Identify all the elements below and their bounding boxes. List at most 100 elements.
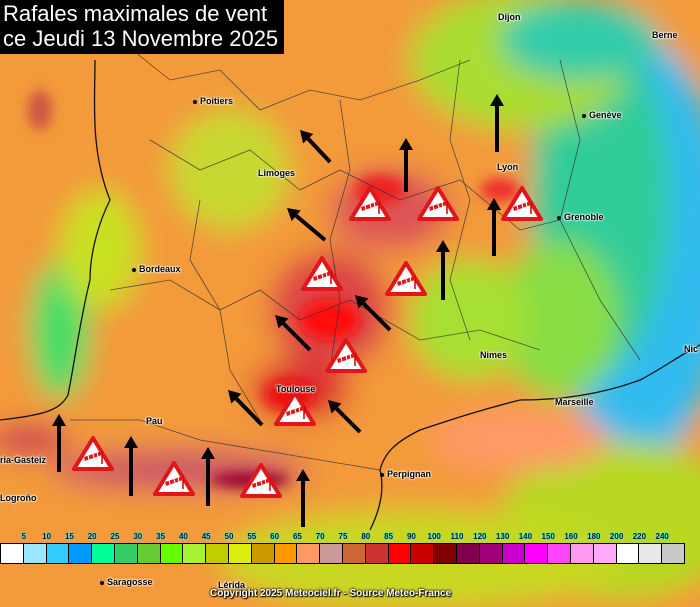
city-label: Marseille xyxy=(555,397,594,407)
legend-ticks: 5 10 15 20 25 30 35 40 45 50 55 60 65 70 75 80 85 90 100 11… xyxy=(0,532,700,544)
city-dot xyxy=(193,99,197,104)
wind-direction-arrow-icon xyxy=(436,240,450,300)
city-name: Poitiers xyxy=(200,96,234,106)
legend-swatch xyxy=(46,544,70,563)
legend-swatch xyxy=(388,544,412,563)
legend-tick: 85 xyxy=(384,532,394,541)
city-name: Nimes xyxy=(480,350,508,360)
legend-swatch xyxy=(92,544,115,563)
legend-swatch xyxy=(479,544,503,563)
legend-swatch xyxy=(365,544,389,563)
wind-arrows xyxy=(52,94,504,527)
legend-tick: 240 xyxy=(655,532,669,541)
color-legend xyxy=(0,543,685,564)
wind-direction-arrow-icon xyxy=(487,198,501,256)
city-label: Lérida xyxy=(218,580,245,590)
wind-direction-arrow-icon xyxy=(490,94,504,152)
legend-swatch xyxy=(297,544,321,563)
city-label: Toulouse xyxy=(276,384,315,394)
city-name: Marseille xyxy=(555,397,594,407)
legend-swatch xyxy=(1,544,24,563)
city-name: Dijon xyxy=(498,12,521,22)
legend-tick: 15 xyxy=(64,532,74,541)
city-label: Poitiers xyxy=(193,96,233,106)
legend-swatch xyxy=(160,544,184,563)
legend-tick: 25 xyxy=(110,532,120,541)
legend-swatch xyxy=(274,544,298,563)
city-label: Bordeaux xyxy=(132,264,181,274)
city-name: Grenoble xyxy=(564,212,604,222)
windsock-warning-icon xyxy=(385,261,427,296)
legend-tick: 5 xyxy=(21,532,27,541)
city-label: Genève xyxy=(582,110,622,120)
legend-swatch xyxy=(593,544,617,563)
city-label: Pau xyxy=(146,416,163,426)
legend-tick: 100 xyxy=(427,532,441,541)
legend-tick: 75 xyxy=(338,532,348,541)
legend-swatch xyxy=(434,544,457,563)
city-name: Saragosse xyxy=(107,577,153,587)
city-dot xyxy=(100,580,104,585)
legend-tick: 150 xyxy=(541,532,555,541)
wind-direction-arrow-icon xyxy=(300,130,332,164)
city-label: Logroño xyxy=(0,493,37,503)
legend-swatch xyxy=(456,544,480,563)
windsock-warning-icon xyxy=(240,463,282,498)
legend-tick: 60 xyxy=(270,532,280,541)
legend-swatch xyxy=(342,544,366,563)
wind-direction-arrow-icon xyxy=(355,295,392,332)
legend-swatch xyxy=(137,544,161,563)
city-label: Berne xyxy=(652,30,678,40)
city-name: Limoges xyxy=(258,168,296,178)
city-label: Perpignan xyxy=(380,469,431,479)
map-title: Rafales maximales de vent ce Jeudi 13 No… xyxy=(0,0,285,54)
windsock-warning-icon xyxy=(501,186,543,221)
city-name: Perpignan xyxy=(387,469,432,479)
legend-swatch xyxy=(616,544,640,563)
city-label: Dijon xyxy=(498,12,521,22)
legend-tick: 130 xyxy=(495,532,510,541)
legend-swatch xyxy=(639,544,663,563)
legend-tick: 140 xyxy=(518,532,533,541)
city-label: Lyon xyxy=(497,162,518,172)
wind-direction-arrow-icon xyxy=(201,447,215,506)
city-name: Berne xyxy=(652,30,678,40)
city-name: Logroño xyxy=(0,493,37,503)
wind-direction-arrow-icon xyxy=(328,400,362,434)
legend-tick: 40 xyxy=(178,532,188,541)
city-name: Nic xyxy=(684,344,699,354)
city-name: Lérida xyxy=(218,580,246,590)
city-label: Saragosse xyxy=(100,577,153,587)
legend-tick: 10 xyxy=(42,532,52,541)
legend-tick: 80 xyxy=(361,532,371,541)
city-name: Genève xyxy=(589,110,622,120)
legend-tick: 110 xyxy=(450,532,464,541)
legend-tick: 35 xyxy=(156,532,166,541)
wind-direction-arrow-icon xyxy=(296,469,310,527)
wind-direction-arrow-icon xyxy=(228,390,264,427)
warning-icons xyxy=(72,186,543,498)
wind-direction-arrow-icon xyxy=(399,138,413,192)
city-dot xyxy=(582,113,586,118)
legend-swatch xyxy=(525,544,549,563)
windsock-warning-icon xyxy=(417,186,459,221)
city-name: Pau xyxy=(146,416,163,426)
legend-swatch xyxy=(502,544,526,563)
city-label: Nimes xyxy=(480,350,507,360)
legend-swatch xyxy=(662,544,684,563)
wind-direction-arrow-icon xyxy=(124,436,138,496)
legend-swatch xyxy=(228,544,252,563)
legend-tick: 180 xyxy=(587,532,601,541)
legend-swatch xyxy=(206,544,229,563)
city-name: ria-Gasteiz xyxy=(0,455,47,465)
legend-tick: 70 xyxy=(315,532,325,541)
city-label: ria-Gasteiz xyxy=(0,455,46,465)
windsock-warning-icon xyxy=(325,338,367,373)
legend-swatch xyxy=(114,544,138,563)
legend-tick: 220 xyxy=(632,532,647,541)
legend-tick: 200 xyxy=(609,532,624,541)
legend-swatch xyxy=(411,544,435,563)
wind-direction-arrow-icon xyxy=(52,414,66,472)
